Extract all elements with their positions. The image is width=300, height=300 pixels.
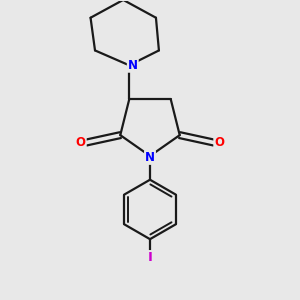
Text: O: O (76, 136, 86, 149)
Text: N: N (145, 151, 155, 164)
Text: I: I (148, 251, 152, 264)
Text: O: O (214, 136, 224, 149)
Text: N: N (128, 59, 138, 72)
